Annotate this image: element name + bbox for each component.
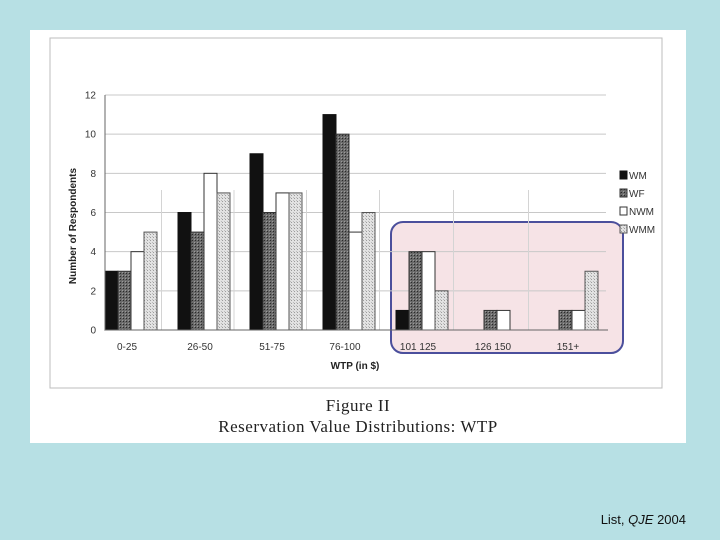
y-tick-label: 2 xyxy=(90,286,96,297)
bar-wf-4 xyxy=(408,251,423,331)
legend-swatch-nwm xyxy=(619,206,628,216)
y-tick-label: 0 xyxy=(90,326,96,337)
bar-wmm-0 xyxy=(143,231,158,331)
bar-wmm-6 xyxy=(584,270,599,331)
legend-swatch-wmm xyxy=(619,224,628,234)
bar-wf-0 xyxy=(117,270,132,331)
bar-wmm-3 xyxy=(361,212,376,331)
legend-label-wm: WM xyxy=(629,171,647,182)
bar-wm-4 xyxy=(395,309,410,331)
bar-wm-1 xyxy=(177,212,192,331)
y-tick-label: 8 xyxy=(90,169,96,180)
y-axis-title: Number of Respondents xyxy=(68,168,79,285)
x-tick-label: 101 125 xyxy=(400,342,437,353)
bar-nwm-4 xyxy=(421,251,436,331)
legend-swatch-wf xyxy=(619,188,628,198)
bar-wf-3 xyxy=(335,133,350,331)
y-tick-label: 12 xyxy=(85,91,97,102)
citation: List, QJE 2004 xyxy=(601,512,686,527)
bar-wf-5 xyxy=(483,309,498,331)
x-tick-label: 26-50 xyxy=(187,342,213,353)
bar-wmm-2 xyxy=(288,192,303,331)
bar-wm-0 xyxy=(104,270,119,331)
bar-wm-2 xyxy=(249,153,264,331)
bar-wmm-4 xyxy=(434,290,449,331)
x-tick-label: 76-100 xyxy=(329,342,361,353)
bar-nwm-3 xyxy=(348,231,363,331)
figure-label: Figure II xyxy=(325,396,391,415)
bar-wf-6 xyxy=(558,309,573,331)
bar-wf-1 xyxy=(190,231,205,331)
x-tick-label: 51-75 xyxy=(259,342,285,353)
bar-nwm-6 xyxy=(571,309,586,331)
x-tick-label: 0-25 xyxy=(117,342,137,353)
bar-chart: 0 2 4 6 8 10 12 0-25 26-50 51-75 76-100 101 125 126 … xyxy=(49,37,663,389)
bar-wm-3 xyxy=(322,114,337,331)
x-tick-label: 126 150 xyxy=(475,342,512,353)
bar-nwm-2 xyxy=(275,192,290,331)
bar-wf-2 xyxy=(262,212,277,331)
bar-wmm-1 xyxy=(216,192,231,331)
legend-label-wf: WF xyxy=(629,189,645,200)
bar-nwm-0 xyxy=(130,251,145,331)
bar-nwm-1 xyxy=(203,172,218,331)
y-tick-label: 6 xyxy=(90,208,96,219)
y-tick-label: 4 xyxy=(90,247,96,258)
bar-nwm-5 xyxy=(496,309,511,331)
legend-label-wmm: WMM xyxy=(629,225,655,236)
citation-journal: QJE xyxy=(628,512,654,527)
citation-prefix: List, xyxy=(600,512,629,527)
legend-label-nwm: NWM xyxy=(629,207,654,218)
citation-year: 2004 xyxy=(653,512,686,527)
x-tick-label: 151+ xyxy=(557,342,580,353)
figure-title: Reservation Value Distributions: WTP xyxy=(218,417,498,436)
figure-panel: 0 2 4 6 8 10 12 0-25 26-50 51-75 76-100 101 125 126 … xyxy=(30,30,686,443)
y-tick-label: 10 xyxy=(85,130,97,141)
chart-frame xyxy=(49,37,663,389)
legend-swatch-wm xyxy=(619,170,628,180)
x-axis-title: WTP (in $) xyxy=(331,361,380,372)
